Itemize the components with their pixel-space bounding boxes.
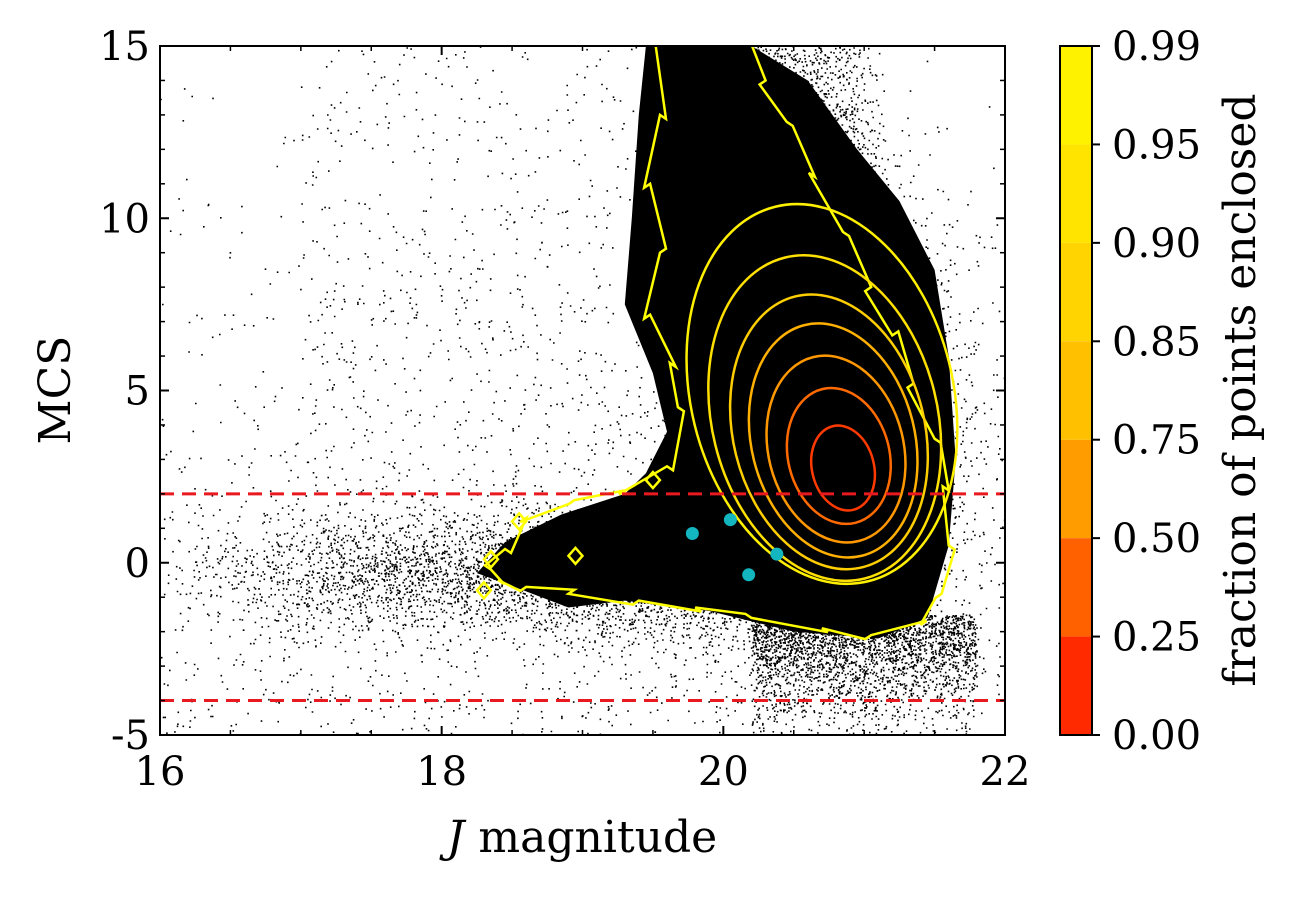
x-tick-label: 18 xyxy=(416,749,467,795)
colorbar: 0.00 0.25 0.50 0.75 0.85 0.90 0.95 0.99 xyxy=(1059,24,1201,759)
contour-fragment-1 xyxy=(510,511,528,532)
colorbar-tick-label: 0.95 xyxy=(1112,122,1201,168)
contour-0.5 xyxy=(785,386,893,526)
contour-fragment-3 xyxy=(475,580,493,601)
colorbar-tick-label: 0.75 xyxy=(1112,418,1201,464)
plot-area xyxy=(160,46,1005,735)
contour-fragment-4 xyxy=(644,470,662,490)
contour-fragment-0 xyxy=(482,549,500,570)
colorbar-band-2 xyxy=(1060,439,1092,539)
colorbar-tick-label: 0.85 xyxy=(1112,319,1201,365)
colorbar-tick-label: 0.25 xyxy=(1112,615,1201,661)
x-tick-label: 20 xyxy=(698,749,749,795)
y-axis-title: MCS xyxy=(30,336,81,445)
contour-0.9 xyxy=(707,254,943,583)
y-tick-label: -5 xyxy=(111,713,150,759)
highlight-point-2 xyxy=(770,547,784,561)
dense-core-region xyxy=(476,46,956,639)
contour-0.99 xyxy=(482,46,957,641)
contour-0.85 xyxy=(728,293,930,571)
colorbar-band-4 xyxy=(1060,242,1092,342)
colorbar-frame xyxy=(1059,45,1093,736)
contour-0.6 xyxy=(765,354,907,544)
highlight-points xyxy=(685,513,784,582)
y-tick-label: 0 xyxy=(125,541,150,587)
contour-0.95 xyxy=(685,202,959,586)
colorbar-tick-label: 0.99 xyxy=(1112,24,1201,70)
contour-fragment-2 xyxy=(566,545,585,566)
colorbar-label: fraction of points enclosed xyxy=(1215,93,1266,686)
highlight-point-1 xyxy=(723,513,737,527)
colorbar-band-5 xyxy=(1060,144,1092,243)
dense-core-fill xyxy=(476,46,956,639)
colorbar-tick-label: 0.50 xyxy=(1112,516,1201,562)
colorbar-tick-label: 0.90 xyxy=(1112,221,1201,267)
y-tick-label: 15 xyxy=(99,24,150,70)
x-tick-label: 16 xyxy=(135,749,186,795)
axes: 16 18 20 22 -5 0 5 10 15 xyxy=(99,24,1030,795)
colorbar-band-1 xyxy=(1060,538,1092,637)
colorbar-band-0 xyxy=(1060,636,1092,735)
reference-lines xyxy=(160,492,1005,703)
x-axis-title: J magnitude xyxy=(439,812,717,863)
colorbar-band-3 xyxy=(1060,341,1092,440)
colorbar-band-6 xyxy=(1060,46,1092,145)
highlight-point-3 xyxy=(742,568,756,582)
x-tick-label: 22 xyxy=(980,749,1031,795)
y-tick-label: 5 xyxy=(125,369,150,415)
x-axis-title-italic: J xyxy=(439,812,467,863)
contour-0.25 xyxy=(809,424,877,512)
highlight-point-0 xyxy=(685,526,699,540)
colorbar-tick-label: 0.00 xyxy=(1112,713,1201,759)
y-tick-label: 10 xyxy=(99,196,150,242)
contour-0.75 xyxy=(747,322,919,559)
density-contours xyxy=(475,46,959,641)
x-axis-title-rest: magnitude xyxy=(464,812,717,863)
